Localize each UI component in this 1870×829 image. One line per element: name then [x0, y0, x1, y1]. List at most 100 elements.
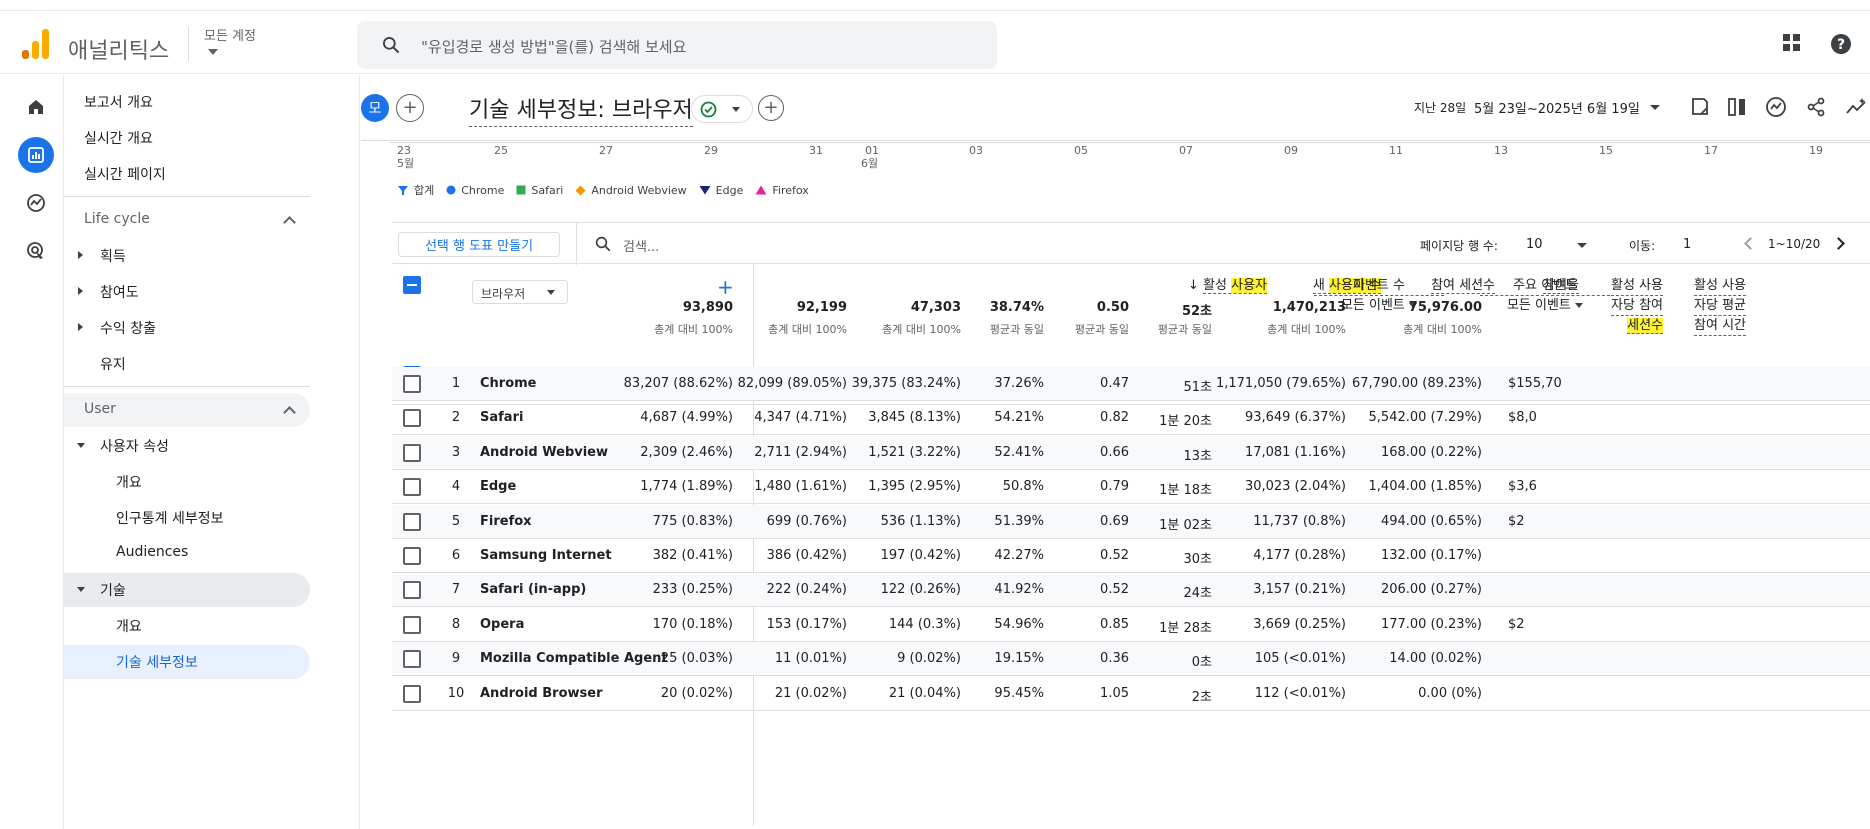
- account-selector[interactable]: 모든 계정: [204, 29, 256, 44]
- nav-audiences[interactable]: Audiences: [116, 544, 189, 560]
- table-row[interactable]: 7 Safari (in-app) 233 (0.25%) 222 (0.24%) 12…: [392, 573, 1870, 608]
- browser-name[interactable]: Safari (in-app): [480, 582, 587, 598]
- nav-tech-details[interactable]: 기술 세부정보: [116, 655, 198, 671]
- col-engaged-sessions[interactable]: 참여 세션수: [1431, 276, 1495, 295]
- legend-item-edge[interactable]: Edge: [699, 184, 743, 197]
- row-checkbox[interactable]: [403, 547, 421, 565]
- col-sessions-per-user[interactable]: 활성 사용 자당 참여 세션수: [1611, 276, 1663, 335]
- chevron-up-icon[interactable]: [283, 216, 296, 229]
- comparison-avatar[interactable]: 모: [361, 94, 389, 122]
- chevron-down-icon[interactable]: [1577, 243, 1587, 248]
- dimension-selector[interactable]: 브라우저: [472, 280, 568, 304]
- nav-monetization[interactable]: 수익 창출: [100, 321, 156, 337]
- share-icon[interactable]: [1805, 96, 1827, 118]
- browser-name[interactable]: Android Browser: [480, 685, 603, 701]
- analytics-logo[interactable]: [22, 29, 50, 59]
- browser-name[interactable]: Opera: [480, 616, 525, 632]
- apps-grid-icon[interactable]: [1782, 33, 1802, 53]
- nav-realtime-overview[interactable]: 실시간 개요: [84, 131, 153, 147]
- caret-right-icon[interactable]: [78, 287, 83, 295]
- table-row[interactable]: 4 Edge 1,774 (1.89%) 1,480 (1.61%) 1,395 (2.…: [392, 470, 1870, 505]
- nav-tech-details-active[interactable]: [64, 645, 310, 679]
- legend-item-total[interactable]: 합계: [397, 182, 434, 198]
- table-row[interactable]: 2 Safari 4,687 (4.99%) 4,347 (4.71%) 3,845 (…: [392, 401, 1870, 436]
- nav-tech[interactable]: 기술: [100, 583, 126, 599]
- table-row[interactable]: 3 Android Webview 2,309 (2.46%) 2,711 (2.94…: [392, 435, 1870, 470]
- help-icon[interactable]: ?: [1830, 33, 1852, 55]
- row-checkbox[interactable]: [403, 615, 421, 634]
- date-preset-label[interactable]: 지난 28일: [1414, 101, 1467, 115]
- nav-demographic-details[interactable]: 인구통계 세부정보: [116, 511, 224, 527]
- insights-icon[interactable]: [1765, 96, 1787, 118]
- legend-item-safari[interactable]: Safari: [516, 184, 563, 197]
- goto-page-input[interactable]: 1: [1683, 237, 1692, 252]
- browser-name[interactable]: Edge: [480, 479, 517, 495]
- search-input[interactable]: "유입경로 생성 방법"을(를) 검색해 보세요: [421, 38, 687, 56]
- table-row[interactable]: 5 Firefox 775 (0.83%) 699 (0.76%) 536 (1.13%…: [392, 504, 1870, 539]
- browser-name[interactable]: Android Webview: [480, 444, 609, 460]
- plot-rows-button[interactable]: 선택 행 도표 만들기: [398, 232, 560, 257]
- search-box[interactable]: "유입경로 생성 방법"을(를) 검색해 보세요: [357, 21, 997, 69]
- compare-columns-icon[interactable]: [1726, 96, 1748, 118]
- nav-retention[interactable]: 유지: [100, 357, 126, 373]
- col-event-count[interactable]: 이벤트 수 모든 이벤트: [1314, 276, 1444, 315]
- trend-sparkle-icon[interactable]: [1845, 96, 1867, 118]
- col-key-events[interactable]: 주요 이벤트 모든 이벤트: [1480, 276, 1610, 315]
- caret-down-icon[interactable]: [77, 443, 85, 448]
- add-comparison-button[interactable]: +: [396, 94, 424, 122]
- row-checkbox[interactable]: [403, 650, 421, 669]
- date-range-picker[interactable]: 5월 23일~2025년 6월 19일: [1474, 102, 1640, 117]
- add-filter-button[interactable]: +: [758, 95, 784, 121]
- row-checkbox[interactable]: [403, 375, 421, 393]
- key-event-filter-dropdown[interactable]: 모든 이벤트: [1480, 296, 1610, 315]
- legend-item-chrome[interactable]: Chrome: [446, 184, 504, 197]
- table-row[interactable]: 8 Opera 170 (0.18%) 153 (0.17%) 144 (0.3%) 54…: [392, 608, 1870, 642]
- row-checkbox[interactable]: [403, 581, 421, 600]
- advertising-icon[interactable]: [18, 233, 54, 269]
- browser-name[interactable]: Mozilla Compatible Agent: [480, 651, 668, 667]
- legend-item-firefox[interactable]: Firefox: [755, 184, 809, 197]
- table-row[interactable]: 9 Mozilla Compatible Agent 25 (0.03%) 11 (0…: [392, 642, 1870, 677]
- explore-icon[interactable]: [18, 185, 54, 221]
- report-status-chip[interactable]: [691, 95, 753, 123]
- rows-per-page-select[interactable]: 10: [1526, 237, 1543, 252]
- browser-name[interactable]: Chrome: [480, 376, 537, 391]
- legend-item-android-webview[interactable]: Android Webview: [575, 184, 687, 197]
- nav-tech-overview[interactable]: 개요: [116, 619, 142, 635]
- add-dimension-button[interactable]: +: [717, 275, 734, 299]
- nav-section-lifecycle[interactable]: Life cycle: [64, 203, 310, 237]
- table-row[interactable]: 10 Android Browser 20 (0.02%) 21 (0.02%) 21 …: [392, 677, 1870, 711]
- caret-down-icon[interactable]: [77, 587, 85, 592]
- browser-name[interactable]: Firefox: [480, 513, 532, 529]
- nav-user-attributes[interactable]: 사용자 속성: [100, 439, 169, 455]
- nav-realtime-pages[interactable]: 실시간 페이지: [84, 167, 166, 183]
- event-filter-dropdown[interactable]: 모든 이벤트: [1314, 296, 1444, 315]
- row-checkbox[interactable]: [403, 684, 421, 703]
- edit-comparison-icon[interactable]: [1689, 96, 1711, 118]
- chevron-up-icon[interactable]: [283, 406, 296, 419]
- reports-icon[interactable]: [18, 137, 54, 173]
- row-checkbox[interactable]: [403, 512, 421, 531]
- table-row[interactable]: 6 Samsung Internet 382 (0.41%) 386 (0.42%) 1…: [392, 539, 1870, 573]
- nav-engagement[interactable]: 참여도: [100, 285, 139, 301]
- col-new-users[interactable]: 새 사용자 수: [1312, 276, 1381, 295]
- chevron-down-icon[interactable]: [1650, 105, 1660, 110]
- nav-section-user[interactable]: User: [64, 393, 310, 427]
- col-active-users[interactable]: ↓ 활성 사용자: [1188, 276, 1267, 295]
- nav-reports-overview[interactable]: 보고서 개요: [84, 95, 153, 111]
- row-checkbox[interactable]: [403, 478, 421, 497]
- row-checkbox[interactable]: [403, 443, 421, 462]
- table-search-input[interactable]: 검색...: [623, 240, 660, 255]
- caret-right-icon[interactable]: [78, 251, 83, 259]
- nav-user-overview[interactable]: 개요: [116, 475, 142, 491]
- col-avg-engagement-time[interactable]: 활성 사용 자당 평균 참여 시간: [1694, 276, 1746, 336]
- select-all-checkbox[interactable]: [403, 276, 421, 294]
- col-engagement-rate[interactable]: 참여율: [1543, 276, 1579, 295]
- chevron-down-icon[interactable]: [208, 49, 218, 55]
- browser-name[interactable]: Safari: [480, 410, 524, 426]
- prev-page-icon[interactable]: [1744, 237, 1757, 250]
- browser-name[interactable]: Samsung Internet: [480, 548, 612, 563]
- table-row[interactable]: 1 Chrome 83,207 (88.62%) 82,099 (89.05%) 39,…: [392, 367, 1870, 401]
- nav-tech-group[interactable]: [64, 573, 310, 607]
- next-page-icon[interactable]: [1832, 237, 1845, 250]
